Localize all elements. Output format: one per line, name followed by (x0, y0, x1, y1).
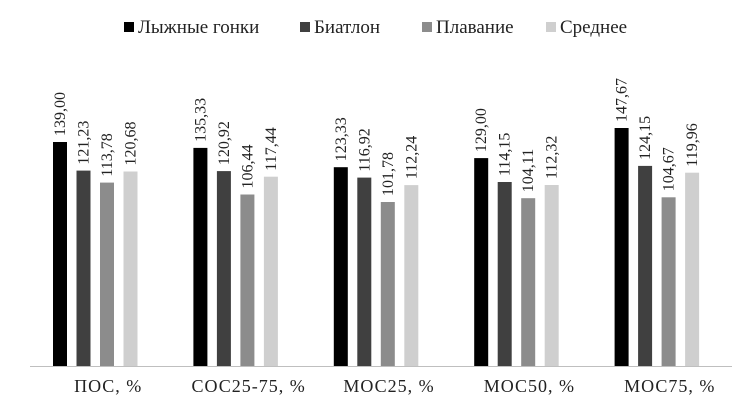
value-label-4-2: 114,15 (497, 133, 514, 176)
value-label-3-1: 123,33 (333, 117, 350, 161)
bar-1-1 (53, 142, 67, 366)
value-label-2-1: 135,33 (192, 98, 209, 142)
value-label-5-2: 124,15 (637, 116, 654, 160)
legend-swatch-2 (300, 22, 310, 32)
legend-swatch-4 (546, 22, 556, 32)
legend-label-3: Плавание (436, 17, 514, 38)
bar-4-1 (474, 158, 489, 366)
bar-2-1 (193, 147, 208, 366)
bar-5-2 (638, 165, 653, 366)
bar-2-3 (240, 194, 255, 366)
value-label-3-3: 101,78 (380, 152, 397, 196)
legend-label-1: Лыжные гонки (138, 17, 259, 38)
legend-swatch-1 (124, 22, 134, 32)
chart-category-labels: ПОС, % СОС25-75, % МОС25, % МОС50, % МОС75, … (74, 376, 715, 396)
value-label-2-4: 117,44 (263, 127, 280, 170)
category-label-5: МОС75, % (624, 376, 715, 396)
bar-4-2 (497, 182, 512, 366)
value-label-4-4: 112,32 (544, 136, 561, 179)
value-label-1-2: 121,23 (76, 121, 93, 165)
value-label-2-2: 120,92 (216, 121, 233, 165)
value-label-3-2: 116,92 (356, 128, 373, 171)
bar-4-4 (544, 185, 559, 366)
value-label-5-1: 147,67 (614, 78, 631, 122)
chart-value-labels: 139,00 121,23 113,78 120,68 135,33 120,92 106,… (52, 78, 701, 196)
legend-label-4: Среднее (560, 17, 627, 38)
legend-label-2: Биатлон (314, 17, 380, 38)
bar-1-4 (123, 171, 138, 366)
value-label-4-3: 104,11 (520, 149, 537, 192)
chart-legend: Лыжные гонки Биатлон Плавание Среднее (124, 17, 627, 38)
value-label-1-3: 113,78 (99, 133, 116, 176)
chart-bars (53, 128, 700, 366)
category-label-1: ПОС, % (74, 376, 142, 396)
bar-1-2 (76, 170, 91, 366)
bar-5-1 (614, 128, 629, 366)
bar-2-2 (216, 171, 231, 366)
value-label-3-4: 112,24 (403, 136, 420, 179)
bar-5-4 (685, 172, 700, 366)
bar-3-2 (357, 177, 372, 366)
bar-4-3 (521, 198, 536, 366)
category-label-2: СОС25-75, % (191, 376, 305, 396)
value-label-5-3: 104,67 (661, 147, 678, 191)
value-label-2-3: 106,44 (239, 145, 256, 189)
value-label-5-4: 119,96 (684, 123, 701, 166)
bar-2-4 (263, 176, 278, 366)
category-label-4: МОС50, % (484, 376, 575, 396)
legend-swatch-3 (422, 22, 432, 32)
bar-1-3 (100, 182, 114, 366)
category-label-3: МОС25, % (343, 376, 434, 396)
value-label-1-1: 139,00 (52, 92, 69, 136)
value-label-4-1: 129,00 (473, 108, 490, 152)
bar-5-3 (661, 197, 676, 366)
value-label-1-4: 120,68 (123, 122, 140, 166)
bar-3-4 (404, 185, 419, 366)
bar-3-1 (333, 167, 348, 366)
bar-3-3 (380, 202, 395, 366)
